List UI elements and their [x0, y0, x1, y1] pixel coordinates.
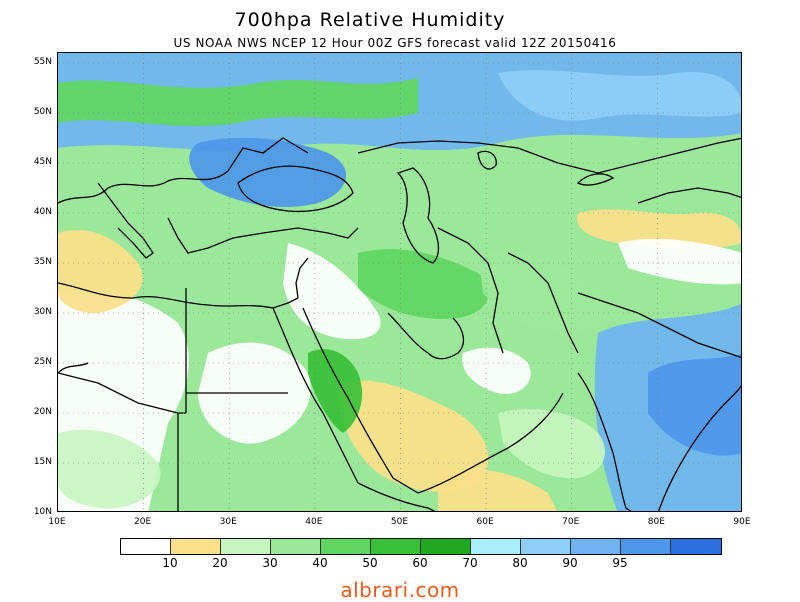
arabia-west-coastline: [302, 307, 419, 494]
colorbar-tick-label: 50: [362, 556, 378, 570]
longitude-tick-label: 50E: [390, 517, 409, 527]
arabia-south-coastline: [417, 392, 564, 494]
mongolia-border: [637, 187, 741, 204]
colorbar-swatch: [371, 539, 421, 554]
site-watermark: albrari.com: [340, 578, 460, 602]
colorbar-swatch: [671, 539, 721, 554]
levant-coastline: [295, 257, 309, 299]
colorbar-tick-label: 95: [612, 556, 628, 570]
black-sea-coastline: [237, 165, 354, 213]
latitude-tick-label: 35N: [33, 257, 52, 267]
colorbar-swatch: [521, 539, 571, 554]
colorbar-swatch: [271, 539, 321, 554]
lake-balkhash-coastline: [576, 173, 615, 186]
italy-coastline: [97, 182, 154, 259]
latitude-tick-label: 15N: [33, 457, 52, 467]
moist-afghanistan: [478, 250, 604, 333]
longitude-tick-label: 90E: [733, 517, 751, 527]
moist-iran: [358, 249, 489, 319]
longitude-tick-label: 70E: [562, 517, 580, 527]
longitude-tick-label: 40E: [305, 517, 323, 527]
dry-syria-iraq: [283, 243, 381, 340]
moderate-sahel: [58, 429, 161, 509]
red-sea-coastline: [272, 307, 359, 484]
latitude-tick-label: 30N: [33, 307, 52, 317]
horn-africa-coastline: [357, 482, 436, 511]
colorbar-tick-label: 60: [412, 556, 428, 570]
map-title: 700hpa Relative Humidity: [234, 9, 506, 31]
colorbar-tick-label: 40: [312, 556, 328, 570]
colorbar-tick-label: 80: [512, 556, 528, 570]
moist-red-sea: [308, 349, 363, 433]
dry-oman: [462, 347, 531, 394]
colorbar-tick-label: 70: [462, 556, 478, 570]
libya-chad-border: [58, 372, 179, 414]
india-coastline: [577, 372, 632, 511]
dry-gulf-aden: [438, 469, 557, 511]
latitude-tick-label: 20N: [33, 407, 52, 417]
colorbar-swatch: [121, 539, 171, 554]
colorbar-tick-label: 20: [212, 556, 228, 570]
moist-core-black-sea: [189, 137, 347, 208]
colorbar-swatch: [571, 539, 621, 554]
colorbar-swatch: [321, 539, 371, 554]
humidity-field: [58, 53, 741, 511]
dry-central-asia: [577, 209, 741, 249]
longitude-tick-label: 20E: [134, 517, 152, 527]
moist-core-siberia: [498, 70, 741, 121]
mediterranean-south-coast: [58, 282, 299, 309]
colorbar-tick-label: 90: [562, 556, 578, 570]
latitude-tick-label: 50N: [33, 107, 52, 117]
greece-turkey-coastline: [167, 217, 359, 254]
colorbar-tick-label: 10: [162, 556, 178, 570]
latitude-tick-label: 10N: [33, 507, 52, 517]
humidity-colorbar: [120, 538, 722, 555]
iran-border: [437, 227, 504, 354]
dry-tarim: [618, 238, 741, 285]
latitude-tick-label: 40N: [33, 207, 52, 217]
longitude-tick-label: 60E: [476, 517, 494, 527]
longitude-tick-label: 80E: [647, 517, 665, 527]
persian-gulf-coastline: [387, 312, 465, 360]
aral-sea-coastline: [477, 150, 497, 170]
colorbar-swatch: [221, 539, 271, 554]
colorbar-tick-label: 30: [262, 556, 278, 570]
map-subtitle: US NOAA NWS NCEP 12 Hour 00Z GFS forecas…: [173, 36, 617, 50]
humidity-shading: [58, 53, 741, 511]
himalaya-border: [577, 292, 741, 359]
latitude-tick-label: 25N: [33, 357, 52, 367]
colorbar-swatch: [471, 539, 521, 554]
dry-arabia-south: [338, 380, 489, 492]
latitude-tick-label: 55N: [33, 57, 52, 67]
colorbar-swatch: [421, 539, 471, 554]
latitude-tick-label: 45N: [33, 157, 52, 167]
lat-lon-grid: [58, 53, 741, 511]
afghanistan-pakistan-border: [507, 252, 579, 354]
humidity-map: [57, 52, 742, 512]
longitude-tick-label: 10E: [48, 517, 66, 527]
west-africa-coastline: [58, 362, 89, 374]
coastlines-borders: [58, 137, 741, 511]
dry-libya: [58, 229, 143, 314]
india-east-coastline: [658, 385, 741, 511]
moderate-arabian-sea: [498, 409, 606, 479]
colorbar-swatch: [621, 539, 671, 554]
colorbar-swatch: [171, 539, 221, 554]
europe-coastline: [58, 137, 309, 204]
moist-core-india: [648, 353, 741, 456]
longitude-tick-label: 30E: [219, 517, 237, 527]
moist-band-north: [58, 78, 418, 126]
